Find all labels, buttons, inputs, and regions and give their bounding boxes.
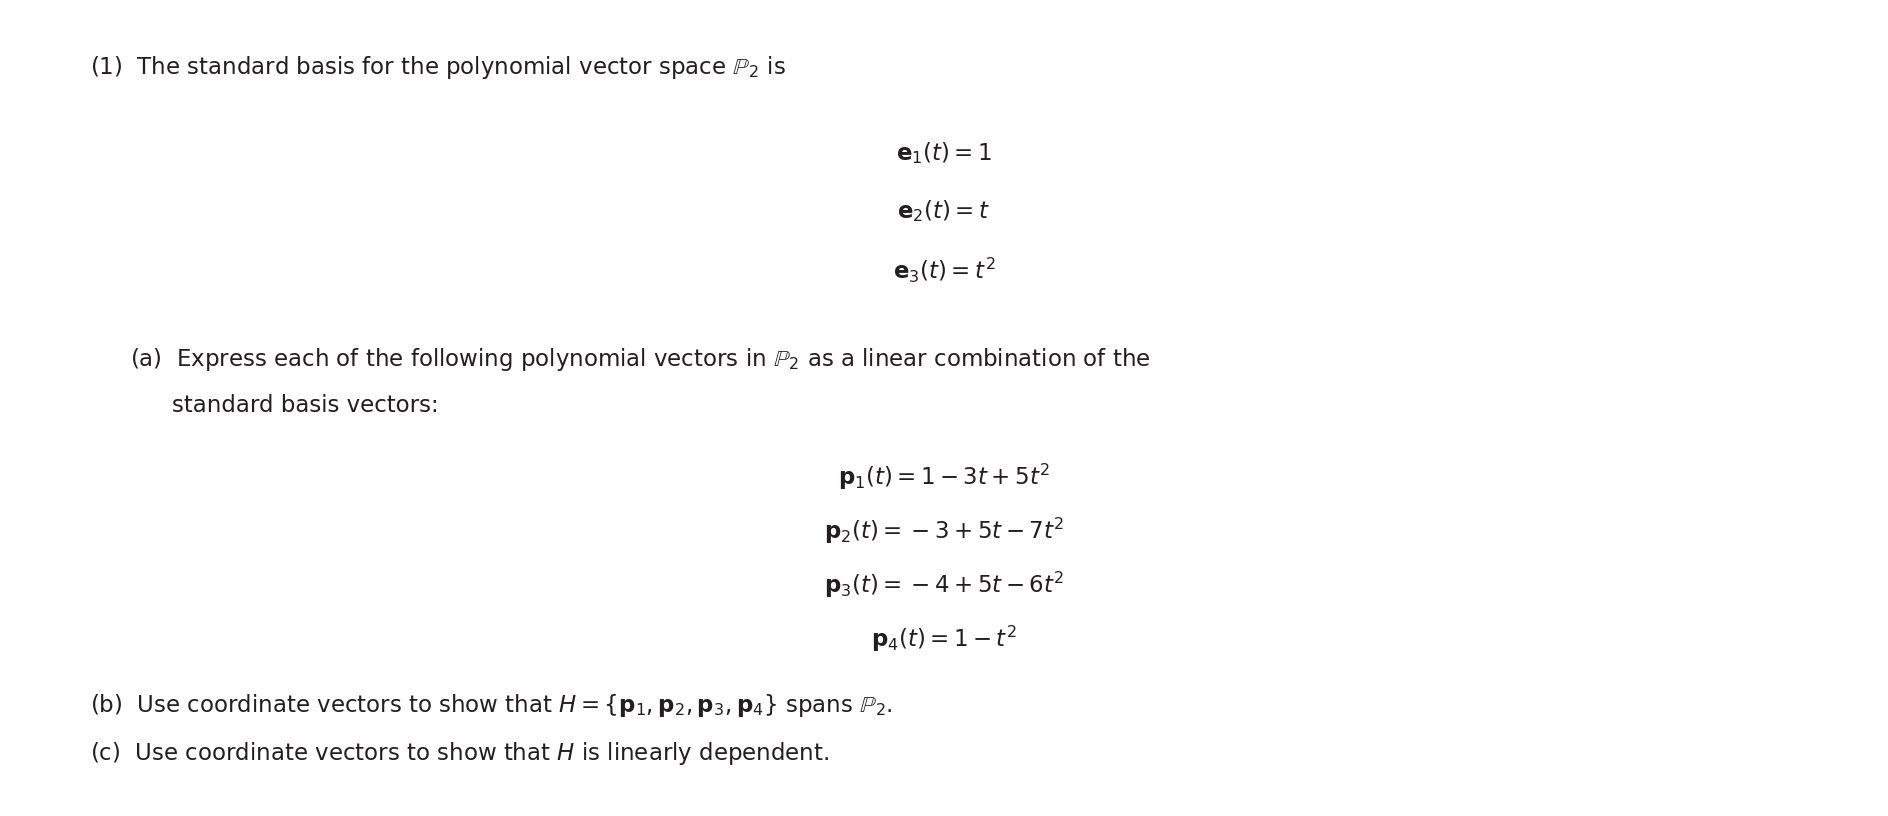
Text: $\mathbf{e}_3(t) = t^2$: $\mathbf{e}_3(t) = t^2$ — [893, 256, 995, 285]
Text: $\mathbf{p}_1(t) = 1 - 3t + 5t^2$: $\mathbf{p}_1(t) = 1 - 3t + 5t^2$ — [838, 462, 1050, 492]
Text: (a)  Express each of the following polynomial vectors in $\mathbb{P}_2$ as a lin: (a) Express each of the following polyno… — [130, 346, 1150, 373]
Text: (b)  Use coordinate vectors to show that $H = \{\mathbf{p}_1, \mathbf{p}_2, \mat: (b) Use coordinate vectors to show that … — [91, 692, 893, 719]
Text: $\mathbf{e}_1(t) = 1$: $\mathbf{e}_1(t) = 1$ — [897, 140, 991, 166]
Text: standard basis vectors:: standard basis vectors: — [172, 394, 438, 417]
Text: $\mathbf{p}_3(t) = -4 + 5t - 6t^2$: $\mathbf{p}_3(t) = -4 + 5t - 6t^2$ — [823, 570, 1065, 601]
Text: $\mathbf{p}_4(t) = 1 - t^2$: $\mathbf{p}_4(t) = 1 - t^2$ — [870, 624, 1018, 654]
Text: (c)  Use coordinate vectors to show that $H$ is linearly dependent.: (c) Use coordinate vectors to show that … — [91, 740, 829, 767]
Text: (1)  The standard basis for the polynomial vector space $\mathbb{P}_2$ is: (1) The standard basis for the polynomia… — [91, 54, 785, 81]
Text: $\mathbf{e}_2(t) = t$: $\mathbf{e}_2(t) = t$ — [897, 198, 991, 224]
Text: $\mathbf{p}_2(t) = -3 + 5t - 7t^2$: $\mathbf{p}_2(t) = -3 + 5t - 7t^2$ — [823, 516, 1065, 546]
